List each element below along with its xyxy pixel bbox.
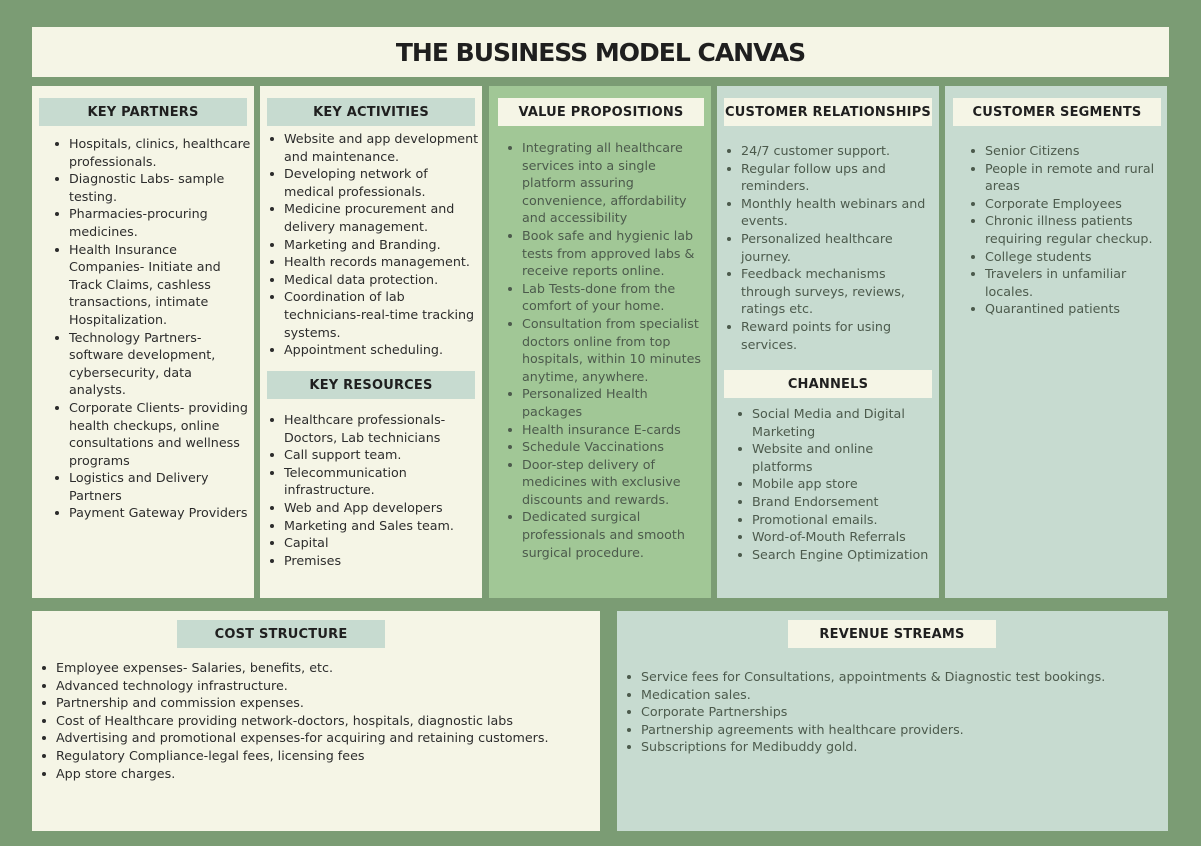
list-item: Chronic illness patients requiring regul… [970,212,1165,247]
list-item: Logistics and Delivery Partners [54,469,252,504]
key-resources-list: Healthcare professionals- Doctors, Lab t… [269,411,480,569]
list-item: Medication sales. [626,686,1164,704]
revenue-streams-block: REVENUE STREAMS Service fees for Consult… [617,611,1168,831]
list-item: Healthcare professionals- Doctors, Lab t… [269,411,480,446]
list-item: 24/7 customer support. [726,142,938,160]
list-item: Service fees for Consultations, appointm… [626,668,1164,686]
customer-relationships-heading: CUSTOMER RELATIONSHIPS [724,98,932,126]
list-item: Call support team. [269,446,480,464]
list-item: Appointment scheduling. [269,341,480,359]
list-item: Mobile app store [737,475,935,493]
list-item: Senior Citizens [970,142,1165,160]
list-item: Consultation from specialist doctors onl… [507,315,707,385]
list-item: Advertising and promotional expenses-for… [41,729,596,747]
list-item: Search Engine Optimization [737,546,935,564]
list-item: Reward points for using services. [726,318,938,353]
list-item: Website and online platforms [737,440,935,475]
list-item: People in remote and rural areas [970,160,1165,195]
list-item: Word-of-Mouth Referrals [737,528,935,546]
customer-relationships-block: CUSTOMER RELATIONSHIPS 24/7 customer sup… [717,86,939,598]
list-item: College students [970,248,1165,266]
title-bar: THE BUSINESS MODEL CANVAS [32,27,1169,77]
list-item: Marketing and Branding. [269,236,480,254]
list-item: Corporate Partnerships [626,703,1164,721]
list-item: Technology Partners- software developmen… [54,329,252,399]
list-item: Feedback mechanisms through surveys, rev… [726,265,938,318]
channels-heading: CHANNELS [724,370,932,398]
list-item: Personalized healthcare journey. [726,230,938,265]
list-item: Promotional emails. [737,511,935,529]
value-propositions-block: VALUE PROPOSITIONS Integrating all healt… [489,86,711,598]
list-item: Schedule Vaccinations [507,438,707,456]
revenue-streams-heading: REVENUE STREAMS [788,620,996,648]
list-item: Payment Gateway Providers [54,504,252,522]
list-item: Regulatory Compliance-legal fees, licens… [41,747,596,765]
list-item: Travelers in unfamiliar locales. [970,265,1165,300]
list-item: Capital [269,534,480,552]
list-item: Pharmacies-procuring medicines. [54,205,252,240]
list-item: Personalized Health packages [507,385,707,420]
list-item: Quarantined patients [970,300,1165,318]
value-propositions-heading: VALUE PROPOSITIONS [498,98,704,126]
list-item: Regular follow ups and reminders. [726,160,938,195]
list-item: Health Insurance Companies- Initiate and… [54,241,252,329]
customer-segments-block: CUSTOMER SEGMENTS Senior Citizens People … [945,86,1167,598]
key-activities-block: KEY ACTIVITIES Website and app developme… [260,86,482,598]
customer-relationships-list: 24/7 customer support. Regular follow ups… [726,142,938,353]
list-item: Dedicated surgical professionals and smo… [507,508,707,561]
key-resources-heading: KEY RESOURCES [267,371,475,399]
list-item: Book safe and hygienic lab tests from ap… [507,227,707,280]
list-item: Lab Tests-done from the comfort of your … [507,280,707,315]
list-item: Medical data protection. [269,271,480,289]
list-item: Premises [269,552,480,570]
list-item: Partnership and commission expenses. [41,694,596,712]
cost-structure-list: Employee expenses- Salaries, benefits, e… [41,659,596,782]
list-item: Medicine procurement and delivery manage… [269,200,480,235]
list-item: Corporate Employees [970,195,1165,213]
customer-segments-heading: CUSTOMER SEGMENTS [953,98,1161,126]
list-item: Web and App developers [269,499,480,517]
customer-segments-list: Senior Citizens People in remote and rura… [970,142,1165,318]
list-item: Cost of Healthcare providing network-doc… [41,712,596,730]
list-item: Telecommunication infrastructure. [269,464,480,499]
list-item: Website and app development and maintena… [269,130,480,165]
list-item: Corporate Clients- providing health chec… [54,399,252,469]
key-partners-block: KEY PARTNERS Hospitals, clinics, healthc… [32,86,254,598]
cost-structure-block: COST STRUCTURE Employee expenses- Salari… [32,611,600,831]
list-item: App store charges. [41,765,596,783]
key-activities-list: Website and app development and maintena… [269,130,480,359]
list-item: Diagnostic Labs- sample testing. [54,170,252,205]
list-item: Partnership agreements with healthcare p… [626,721,1164,739]
list-item: Health insurance E-cards [507,421,707,439]
list-item: Integrating all healthcare services into… [507,139,707,227]
list-item: Marketing and Sales team. [269,517,480,535]
list-item: Employee expenses- Salaries, benefits, e… [41,659,596,677]
list-item: Advanced technology infrastructure. [41,677,596,695]
list-item: Monthly health webinars and events. [726,195,938,230]
list-item: Social Media and Digital Marketing [737,405,935,440]
list-item: Subscriptions for Medibuddy gold. [626,738,1164,756]
value-propositions-list: Integrating all healthcare services into… [507,139,707,561]
channels-list: Social Media and Digital Marketing Websit… [737,405,935,563]
list-item: Hospitals, clinics, healthcare professio… [54,135,252,170]
list-item: Brand Endorsement [737,493,935,511]
key-partners-list: Hospitals, clinics, healthcare professio… [54,135,252,522]
key-activities-heading: KEY ACTIVITIES [267,98,475,126]
page-title: THE BUSINESS MODEL CANVAS [395,37,806,67]
list-item: Coordination of lab technicians-real-tim… [269,288,480,341]
list-item: Health records management. [269,253,480,271]
cost-structure-heading: COST STRUCTURE [177,620,385,648]
list-item: Door-step delivery of medicines with exc… [507,456,707,509]
key-partners-heading: KEY PARTNERS [39,98,247,126]
list-item: Developing network of medical profession… [269,165,480,200]
revenue-streams-list: Service fees for Consultations, appointm… [626,668,1164,756]
